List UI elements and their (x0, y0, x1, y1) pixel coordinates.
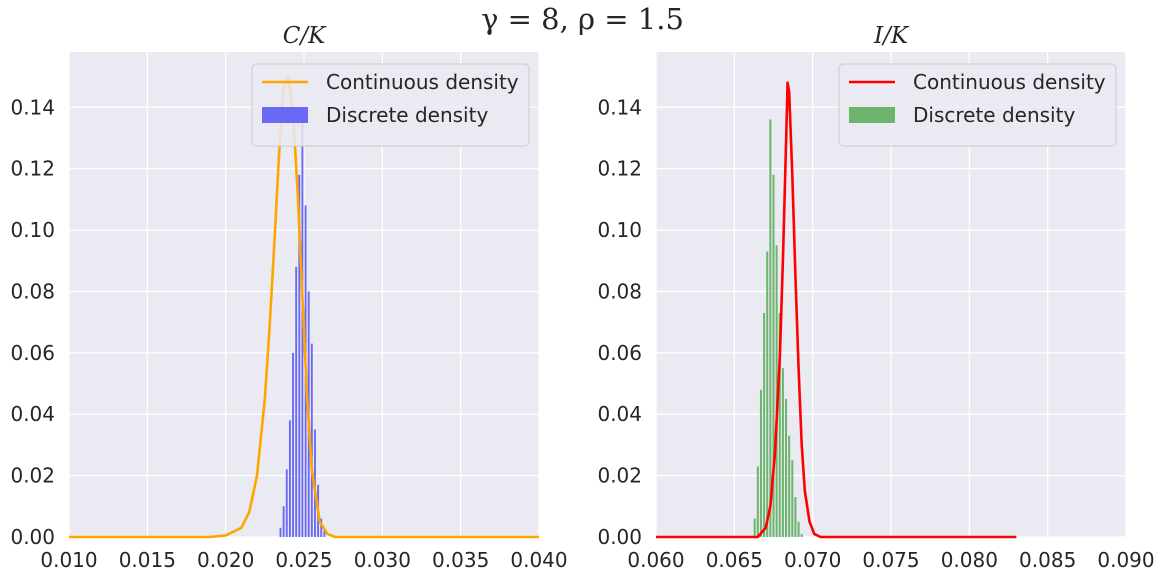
y-tick-label: 0.02 (10, 464, 55, 488)
y-tick-label: 0.00 (10, 525, 55, 549)
legend-label: Continuous density (326, 70, 519, 94)
x-tick-label: 0.090 (1097, 548, 1154, 572)
x-tick-label: 0.080 (941, 548, 998, 572)
panel-1: 0.010 0.015 0.020 0.025 0.030 0.035 0.040 0.00 0… (10, 23, 567, 572)
x-tick-label: 0.020 (197, 548, 254, 572)
x-tick-label: 0.075 (862, 548, 919, 572)
y-tick-label: 0.00 (597, 525, 642, 549)
histogram-bar (288, 420, 291, 537)
histogram-bar (298, 174, 301, 538)
y-tick-label: 0.14 (597, 95, 642, 119)
y-tick-label: 0.04 (597, 402, 642, 426)
histogram-bar (788, 435, 791, 537)
y-tick-label: 0.14 (10, 95, 55, 119)
y-tick-label: 0.10 (597, 218, 642, 242)
histogram-bar (292, 352, 294, 537)
histogram-bar (759, 389, 762, 537)
histogram-bar (285, 469, 288, 537)
histogram-bar (323, 530, 326, 537)
x-tick-label: 0.070 (784, 548, 841, 572)
x-tick-label: 0.060 (627, 548, 684, 572)
histogram-bar (797, 521, 800, 537)
histogram-bar (778, 312, 781, 537)
histogram-bar (279, 527, 282, 537)
histogram-bar (763, 312, 766, 537)
legend-label: Continuous density (913, 70, 1106, 94)
x-tick-label: 0.035 (432, 548, 489, 572)
y-tick-label: 0.08 (597, 279, 642, 303)
x-tick-label: 0.010 (40, 548, 97, 572)
density-line (656, 81, 1017, 539)
histogram-bar (282, 506, 285, 537)
legend-box (251, 63, 530, 147)
y-tick-label: 0.06 (597, 341, 642, 365)
legend-bar-swatch (849, 107, 895, 123)
histogram-bar (775, 245, 778, 537)
histogram-bar (785, 398, 788, 537)
figure-suptitle: γ = 8, ρ = 1.5 (481, 2, 684, 36)
legend-bar-swatch (262, 107, 308, 123)
histogram-bar (769, 119, 772, 537)
histogram-bar (310, 343, 313, 537)
x-tick-label: 0.085 (1019, 548, 1076, 572)
legend-label: Discrete density (326, 103, 488, 127)
y-tick-label: 0.12 (597, 157, 642, 181)
histogram-bar (791, 460, 794, 537)
y-tick-label: 0.02 (597, 464, 642, 488)
panel-2: 0.060 0.065 0.070 0.075 0.080 0.085 0.090 0.00 0… (597, 23, 1154, 572)
x-tick-label: 0.025 (275, 548, 332, 572)
y-tick-label: 0.08 (10, 279, 55, 303)
histogram-bar (772, 174, 775, 538)
legend-box (838, 63, 1117, 147)
y-tick-label: 0.06 (10, 341, 55, 365)
panel-title: I/K (873, 23, 910, 49)
histogram-bar (320, 518, 323, 537)
x-tick-label: 0.015 (119, 548, 176, 572)
panel-title: C/K (283, 23, 327, 49)
histogram-bar (794, 497, 797, 537)
x-tick-label: 0.040 (510, 548, 567, 572)
histogram-bar (756, 466, 759, 537)
legend-label: Discrete density (913, 103, 1075, 127)
x-tick-label: 0.065 (706, 548, 763, 572)
histogram-bar (295, 266, 298, 537)
histogram-bar (766, 251, 769, 537)
y-tick-label: 0.04 (10, 402, 55, 426)
y-tick-label: 0.12 (10, 157, 55, 181)
histogram-bar (800, 533, 803, 537)
y-tick-label: 0.10 (10, 218, 55, 242)
histogram-bar (781, 368, 784, 537)
histogram-bar (753, 518, 756, 537)
x-tick-label: 0.030 (354, 548, 411, 572)
